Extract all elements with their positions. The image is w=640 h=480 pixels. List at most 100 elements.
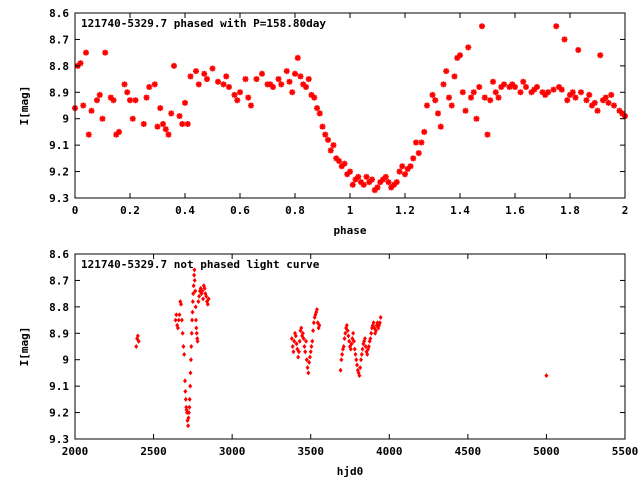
- data-point: [481, 94, 488, 101]
- data-point: [347, 168, 353, 175]
- data-point: [134, 344, 139, 349]
- data-point: [200, 288, 205, 294]
- data-point: [127, 97, 133, 104]
- data-point: [421, 128, 428, 135]
- data-point: [223, 73, 230, 80]
- data-point: [215, 78, 221, 85]
- data-point: [237, 89, 243, 96]
- data-point: [355, 362, 360, 368]
- data-point: [358, 179, 364, 186]
- data-point: [569, 89, 576, 96]
- data-point: [355, 173, 362, 180]
- data-point: [388, 184, 395, 191]
- data-point: [299, 325, 304, 331]
- data-point: [362, 336, 367, 342]
- data-point: [186, 410, 191, 416]
- data-point: [457, 52, 463, 59]
- data-point: [520, 78, 527, 85]
- data-point: [358, 365, 363, 371]
- data-point: [349, 341, 354, 347]
- x-tick-label: 1.4: [450, 204, 470, 217]
- data-point: [189, 344, 194, 349]
- data-point: [304, 357, 309, 363]
- data-point: [413, 139, 419, 146]
- data-point: [197, 293, 202, 299]
- data-point: [297, 338, 302, 344]
- data-point: [209, 65, 216, 72]
- data-point: [135, 333, 140, 339]
- data-point: [295, 346, 300, 352]
- data-point: [180, 330, 185, 336]
- data-point: [344, 171, 351, 178]
- data-point: [556, 84, 562, 90]
- data-point: [245, 94, 252, 101]
- data-point: [113, 131, 120, 138]
- y-axis-title: I[mag]: [18, 327, 31, 367]
- data-point: [184, 121, 191, 127]
- data-point: [470, 89, 477, 96]
- data-point: [259, 70, 265, 77]
- data-point: [371, 320, 376, 326]
- data-point: [102, 49, 109, 56]
- data-point: [192, 267, 197, 273]
- data-point: [107, 94, 114, 101]
- chart-title: 121740-5329.7 not phased light curve: [81, 258, 320, 271]
- data-point: [311, 328, 316, 334]
- data-point: [310, 338, 315, 344]
- data-point: [289, 336, 294, 342]
- unphased-light-curve-chart: 2000 2500 3000 3500 4000 4500 5000 5500 8.6 8.7 8.…: [18, 248, 638, 478]
- x-tick-label: 0.2: [120, 204, 140, 217]
- data-point: [346, 333, 351, 339]
- data-point: [205, 301, 210, 307]
- data-point: [248, 102, 254, 109]
- data-point: [344, 322, 349, 328]
- x-axis-title: hjd0: [337, 465, 364, 478]
- data-point: [578, 89, 584, 96]
- y-tick-label: 8.6: [49, 248, 69, 261]
- data-point: [437, 123, 444, 130]
- data-point: [377, 320, 382, 326]
- data-point: [191, 291, 196, 297]
- data-point: [189, 330, 194, 336]
- data-point: [198, 285, 203, 291]
- data-point: [336, 158, 342, 164]
- data-point: [352, 346, 357, 352]
- data-point: [190, 299, 195, 305]
- data-point: [366, 179, 373, 186]
- data-point: [327, 147, 334, 154]
- data-point: [330, 142, 337, 149]
- y-tick-label: 8.7: [49, 33, 69, 46]
- data-point: [311, 94, 318, 101]
- data-point: [359, 351, 364, 357]
- x-tick-label: 5000: [533, 445, 560, 458]
- data-point: [121, 81, 128, 88]
- data-point: [600, 97, 606, 104]
- data-point: [177, 312, 182, 318]
- data-point: [290, 344, 295, 349]
- data-point: [305, 365, 310, 371]
- data-point: [544, 373, 549, 379]
- data-point: [270, 84, 276, 90]
- y-tick-label: 8.8: [49, 60, 69, 73]
- data-point: [322, 131, 329, 138]
- chart-title: 121740-5329.7 phased with P=158.80day: [81, 17, 326, 30]
- data-point: [94, 97, 100, 104]
- data-point: [316, 110, 323, 117]
- data-point: [289, 89, 296, 96]
- data-point: [186, 415, 191, 421]
- data-point: [124, 89, 131, 96]
- data-point: [168, 110, 175, 117]
- data-point: [165, 131, 172, 138]
- data-point: [369, 330, 374, 336]
- data-point: [188, 383, 193, 389]
- data-point: [363, 344, 368, 349]
- data-point: [194, 317, 198, 323]
- data-point: [296, 349, 301, 355]
- data-point: [542, 91, 549, 98]
- data-point: [183, 396, 188, 402]
- data-point: [353, 351, 358, 357]
- data-point: [468, 94, 474, 101]
- data-point: [407, 163, 414, 170]
- data-point: [550, 86, 557, 93]
- data-point: [186, 423, 191, 429]
